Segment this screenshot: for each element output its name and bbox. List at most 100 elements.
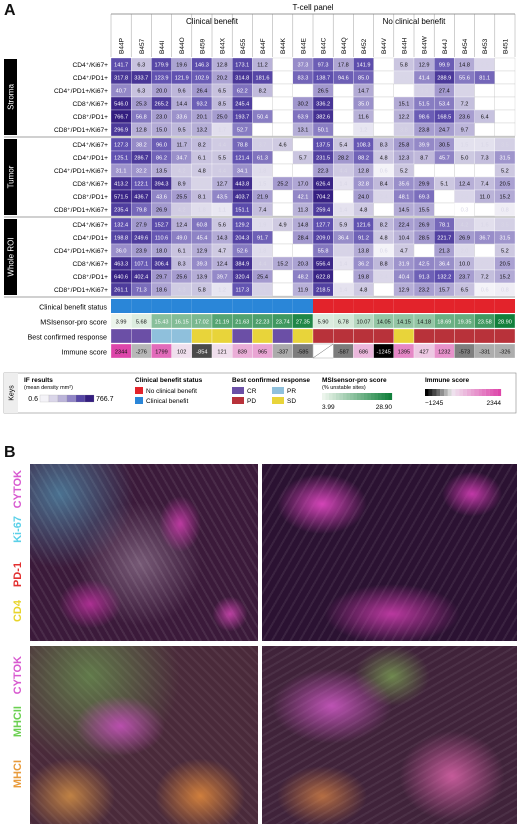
- label-ki67: Ki-67: [12, 516, 24, 543]
- heat-cell-value: 8.8: [380, 262, 388, 268]
- micrograph-bottom-right: [262, 646, 517, 824]
- key-imm-title: Immune score: [425, 377, 469, 384]
- heat-cell-value: 5.8: [198, 288, 206, 294]
- heat-cell-value: 12.2: [398, 115, 409, 121]
- row-label: CD8⁺/PD1+: [73, 194, 108, 201]
- heat-cell-value: 21.9: [257, 195, 268, 201]
- heat-cell-value: 22.3: [318, 169, 329, 175]
- key-cb-title: Clinical benefit status: [135, 377, 203, 384]
- heat-cell-value: 35.0: [358, 102, 369, 108]
- msi-value: 19.35: [458, 320, 472, 326]
- heat-cell-value: 8.3: [380, 143, 388, 149]
- heat-cell-value: 336.2: [316, 102, 330, 108]
- heat-cell-value: 8.7: [420, 156, 428, 162]
- msi-value: 23.58: [478, 320, 492, 326]
- key-imm-swatch: [459, 389, 464, 396]
- response-cell: [393, 328, 415, 344]
- heat-cell-value: 30.5: [439, 143, 450, 149]
- heat-cell-value: 4.2: [461, 223, 469, 229]
- heat-cell-value: 5.8: [400, 63, 408, 69]
- immune-value: -326: [499, 350, 510, 356]
- heat-cell-value: 24.7: [439, 128, 450, 134]
- msi-value: 10.07: [357, 320, 371, 326]
- heat-cell-value: 39.3: [196, 262, 207, 268]
- heat-cell-value: 0.6: [380, 169, 388, 175]
- micrograph-top-left: [30, 464, 258, 641]
- immune-value: 1232: [438, 350, 450, 356]
- heat-cell-value: 9.5: [178, 128, 186, 134]
- heat-cell-value: 151.1: [235, 208, 249, 214]
- heat-cell-value: 179.9: [155, 63, 169, 69]
- key-imm-swatch: [463, 389, 467, 396]
- key-imm-swatch: [436, 389, 441, 396]
- heat-cell-value: 3.3: [420, 89, 428, 95]
- sample-label: B44C: [321, 37, 328, 54]
- sample-label: B44H: [401, 37, 408, 54]
- label-pd1: PD-1: [12, 562, 24, 588]
- heat-cell-value: 43.5: [217, 195, 228, 201]
- heat-cell-value: 15.7: [439, 288, 450, 294]
- heat-cell-empty: [474, 202, 495, 217]
- heat-cell-value: 6.3: [137, 89, 145, 95]
- heat-cell-empty: [393, 83, 415, 98]
- heat-cell-value: 13.1: [297, 128, 308, 134]
- sample-label: B44P: [119, 38, 126, 54]
- heat-cell-value: 3.1: [259, 288, 267, 294]
- heat-cell-empty: [474, 122, 495, 137]
- heat-cell-value: 209.0: [316, 236, 330, 242]
- immune-value: -1245: [377, 350, 391, 356]
- key-imm-swatch: [440, 389, 445, 396]
- heat-cell-value: 198.8: [114, 236, 128, 242]
- response-cell: [272, 328, 293, 344]
- heat-cell-empty: [474, 83, 495, 98]
- key-msi-swatch: [346, 393, 351, 400]
- key-msi-max: 28.90: [376, 404, 393, 411]
- region-bar-1: [4, 139, 17, 215]
- heat-cell-value: 9.6: [178, 89, 186, 95]
- group-label-no-clinical: No clinical benefit: [383, 17, 446, 26]
- heat-cell-value: 97.3: [318, 63, 329, 69]
- heat-cell-value: 31.1: [116, 169, 127, 175]
- panel-b-letter: B: [4, 444, 16, 461]
- heat-cell-value: 218.5: [316, 288, 330, 294]
- row-label: CD4⁺/PD1+/Ki67+: [54, 88, 108, 95]
- immune-cell-slash: [312, 343, 334, 359]
- heat-cell-empty: [454, 163, 475, 178]
- heat-cell-value: 249.6: [134, 236, 148, 242]
- heat-cell-value: 117.3: [236, 288, 250, 294]
- key-if-min: 0.6: [28, 396, 38, 403]
- key-if-title: IF results: [24, 377, 53, 384]
- response-cell: [434, 328, 455, 344]
- heat-cell-value: 50.4: [257, 115, 268, 121]
- heat-cell-value: 79.8: [136, 208, 147, 214]
- track-label: Clinical benefit status: [39, 303, 107, 312]
- heat-cell-value: 2.5: [461, 195, 469, 201]
- msi-value: 23.74: [276, 320, 290, 326]
- heat-cell-value: 5.2: [501, 249, 509, 255]
- micrograph-bottom-left: [30, 646, 258, 824]
- heat-cell-value: 9.7: [461, 128, 469, 134]
- heat-cell-value: 93.2: [196, 102, 207, 108]
- heat-cell-value: 1.5: [481, 143, 489, 149]
- heat-cell-value: 394.3: [155, 182, 169, 188]
- heat-cell-value: 29.7: [156, 275, 167, 281]
- key-resp-swatch: [272, 387, 284, 394]
- heat-cell-empty: [272, 83, 293, 98]
- key-if-swatch: [84, 394, 95, 403]
- heat-cell-value: 4.6: [279, 143, 287, 149]
- row-label: CD4⁺/PD1+/Ki67+: [54, 168, 108, 175]
- heat-cell-value: 1.6: [481, 223, 489, 229]
- key-imm-swatch: [470, 389, 475, 396]
- key-msi-swatch: [367, 393, 372, 400]
- heat-cell-value: 99.9: [439, 63, 450, 69]
- key-msi-swatch: [388, 393, 393, 400]
- key-imm-swatch: [485, 389, 490, 396]
- heat-cell-value: 91.2: [358, 236, 369, 242]
- heat-cell-value: 5.2: [400, 169, 408, 175]
- heat-cell-value: 320.4: [235, 275, 249, 281]
- heat-cell-value: 27.9: [136, 223, 147, 229]
- key-if-swatch: [48, 394, 59, 403]
- heat-cell-value: 85.0: [358, 76, 369, 82]
- heat-cell-value: 6.1: [198, 156, 206, 162]
- heat-cell-value: 314.8: [235, 76, 249, 82]
